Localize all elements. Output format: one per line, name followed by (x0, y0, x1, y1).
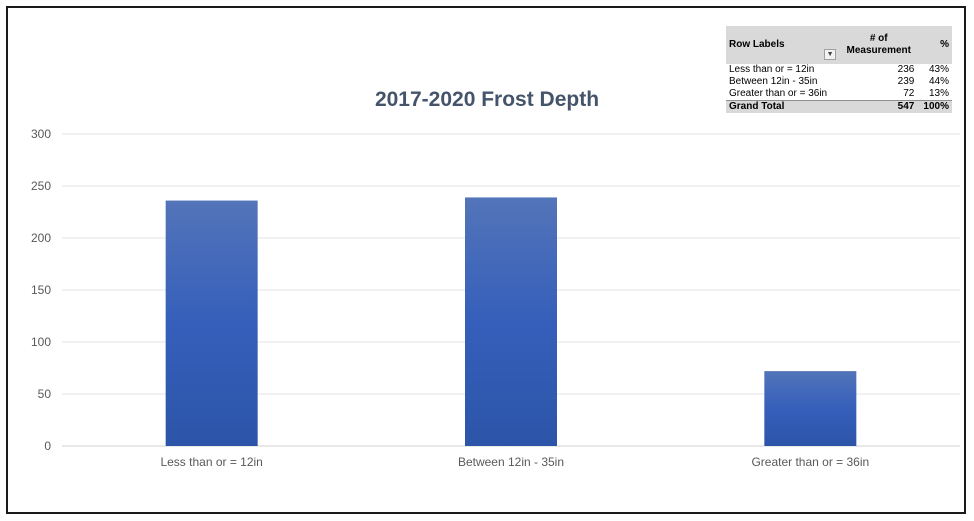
y-tick-label: 50 (38, 387, 52, 401)
y-tick-label: 0 (44, 439, 51, 453)
y-tick-label: 300 (31, 127, 51, 141)
pivot-header-percent: % (917, 26, 952, 64)
bar (764, 371, 857, 446)
pivot-header-count: # of Measurement (840, 26, 918, 64)
pivot-total-label: Grand Total (726, 100, 841, 113)
pivot-row-count: 72 (903, 88, 915, 99)
x-category-label: Greater than or = 36in (751, 455, 869, 469)
pivot-row: Between 12in - 35in 239 44% (726, 76, 952, 88)
pivot-row-percent: 43% (928, 64, 949, 75)
pivot-row: Greater than or = 36in 72 13% (726, 88, 952, 101)
x-category-label: Between 12in - 35in (458, 455, 564, 469)
pivot-total-row: Grand Total 547 100% (726, 100, 952, 113)
y-tick-label: 250 (31, 179, 51, 193)
pivot-row-percent: 13% (928, 88, 949, 99)
pivot-row-percent: 44% (928, 76, 949, 87)
pivot-table: Row Labels ▼ # of Measurement % Less tha… (726, 26, 952, 113)
filter-dropdown-icon[interactable]: ▼ (824, 49, 837, 60)
pivot-row-label: Greater than or = 36in (729, 88, 828, 99)
pivot-header-count-line2: Measurement (846, 45, 911, 56)
pivot-total-percent: 100% (917, 100, 952, 113)
x-category-label: Less than or = 12in (160, 455, 262, 469)
pivot-header-row: Row Labels ▼ # of Measurement % (726, 26, 952, 64)
pivot-header-row-labels-text: Row Labels (729, 39, 785, 50)
bar (465, 197, 557, 446)
y-tick-label: 200 (31, 231, 51, 245)
pivot-total-count: 547 (840, 100, 918, 113)
pivot-header-count-line1: # of (869, 33, 888, 44)
chart-title: 2017-2020 Frost Depth (374, 88, 600, 111)
pivot-row-count: 239 (897, 76, 915, 87)
y-tick-label: 100 (31, 335, 51, 349)
pivot-header-row-labels: Row Labels ▼ (726, 26, 841, 64)
pivot-row-label: Between 12in - 35in (729, 76, 818, 87)
pivot-row: Less than or = 12in 236 43% (726, 64, 952, 76)
pivot-row-label: Less than or = 12in (729, 64, 815, 75)
pivot-row-count: 236 (897, 64, 915, 75)
y-tick-label: 150 (31, 283, 51, 297)
bar (165, 200, 258, 446)
